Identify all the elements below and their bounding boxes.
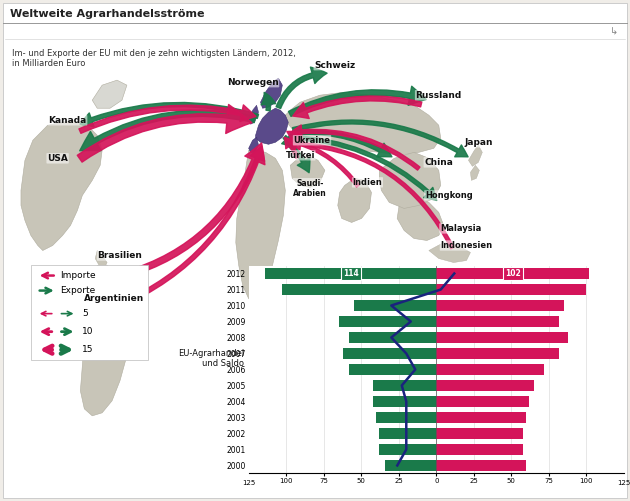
Bar: [436, 444, 524, 455]
Polygon shape: [429, 306, 486, 363]
Text: Russland: Russland: [416, 91, 462, 100]
Polygon shape: [81, 266, 132, 416]
FancyArrowPatch shape: [293, 130, 392, 157]
Text: Malaysia: Malaysia: [440, 224, 481, 233]
Bar: [436, 380, 534, 391]
Polygon shape: [290, 155, 325, 187]
Text: Weltweite Agrarhandelsströme: Weltweite Agrarhandelsströme: [10, 9, 205, 19]
Text: Schweiz: Schweiz: [314, 61, 355, 70]
Polygon shape: [285, 92, 441, 155]
Bar: [349, 332, 436, 343]
Bar: [376, 412, 436, 423]
Bar: [436, 412, 526, 423]
Bar: [436, 332, 568, 343]
FancyArrowPatch shape: [77, 105, 252, 162]
Text: Saudi-
Arabien: Saudi- Arabien: [293, 179, 327, 198]
Bar: [436, 364, 544, 375]
Text: 5: 5: [83, 309, 88, 318]
Polygon shape: [397, 198, 444, 240]
Bar: [354, 300, 436, 311]
FancyArrowPatch shape: [292, 120, 468, 157]
FancyArrowPatch shape: [293, 96, 422, 119]
Text: 125: 125: [617, 480, 630, 486]
Bar: [343, 348, 436, 359]
Bar: [436, 428, 524, 439]
Text: China: China: [425, 158, 453, 167]
FancyArrowPatch shape: [112, 143, 265, 281]
Bar: [379, 444, 436, 455]
Bar: [386, 460, 436, 471]
Text: 125: 125: [242, 480, 256, 486]
Text: 15: 15: [83, 345, 94, 354]
Text: Norwegen: Norwegen: [227, 78, 278, 87]
Text: Exporte: Exporte: [60, 286, 96, 295]
Bar: [436, 284, 587, 295]
Bar: [436, 268, 589, 279]
FancyArrowPatch shape: [284, 137, 299, 158]
Bar: [436, 396, 529, 407]
FancyArrowPatch shape: [289, 86, 426, 116]
FancyArrowPatch shape: [79, 105, 256, 133]
Polygon shape: [92, 80, 127, 108]
Bar: [339, 316, 436, 327]
Text: Indien: Indien: [353, 178, 382, 187]
FancyArrowPatch shape: [287, 131, 304, 145]
Bar: [282, 284, 436, 295]
FancyArrowPatch shape: [80, 102, 258, 127]
Text: Indonesien: Indonesien: [440, 241, 493, 250]
Bar: [265, 268, 436, 279]
Bar: [379, 428, 436, 439]
Text: 114: 114: [343, 269, 358, 278]
Polygon shape: [236, 150, 285, 303]
Text: Hongkong: Hongkong: [425, 191, 472, 200]
Text: Ukraine: Ukraine: [294, 136, 331, 145]
Bar: [349, 364, 436, 375]
FancyArrowPatch shape: [290, 135, 437, 200]
FancyArrowPatch shape: [80, 110, 256, 151]
Polygon shape: [471, 165, 479, 180]
Bar: [374, 380, 436, 391]
FancyArrowPatch shape: [285, 140, 310, 173]
Polygon shape: [21, 120, 102, 250]
Text: EU-Agrarhandel
und Saldo: EU-Agrarhandel und Saldo: [178, 349, 244, 368]
Text: ↳: ↳: [610, 26, 618, 36]
Bar: [436, 348, 559, 359]
Text: Argentinien: Argentinien: [84, 294, 144, 303]
Text: Importe: Importe: [60, 271, 96, 280]
Text: Kanada: Kanada: [49, 116, 87, 125]
FancyArrowPatch shape: [261, 92, 275, 111]
FancyArrowPatch shape: [287, 137, 359, 187]
Bar: [436, 460, 526, 471]
Polygon shape: [429, 242, 471, 263]
Polygon shape: [249, 105, 258, 124]
Text: Türkei: Türkei: [285, 151, 315, 160]
FancyArrowPatch shape: [290, 138, 454, 249]
Bar: [31, 265, 147, 360]
Polygon shape: [469, 145, 483, 166]
Polygon shape: [249, 137, 258, 152]
Polygon shape: [95, 250, 107, 269]
FancyArrowPatch shape: [290, 125, 420, 170]
FancyArrowPatch shape: [276, 67, 327, 109]
Text: Japan: Japan: [464, 138, 493, 147]
Bar: [436, 300, 564, 311]
Bar: [374, 396, 436, 407]
Text: USA: USA: [47, 154, 68, 163]
Text: Brasilien: Brasilien: [98, 251, 142, 260]
FancyArrowPatch shape: [282, 134, 294, 148]
FancyArrowPatch shape: [102, 146, 265, 314]
Polygon shape: [379, 152, 441, 208]
Text: Im- und Exporte der EU mit den je zehn wichtigsten Ländern, 2012,
in Milliarden : Im- und Exporte der EU mit den je zehn w…: [12, 49, 296, 69]
Polygon shape: [261, 78, 282, 108]
Bar: [436, 316, 559, 327]
Text: 102: 102: [505, 269, 520, 278]
Text: 10: 10: [83, 327, 94, 336]
Polygon shape: [256, 108, 289, 144]
Polygon shape: [338, 178, 372, 222]
